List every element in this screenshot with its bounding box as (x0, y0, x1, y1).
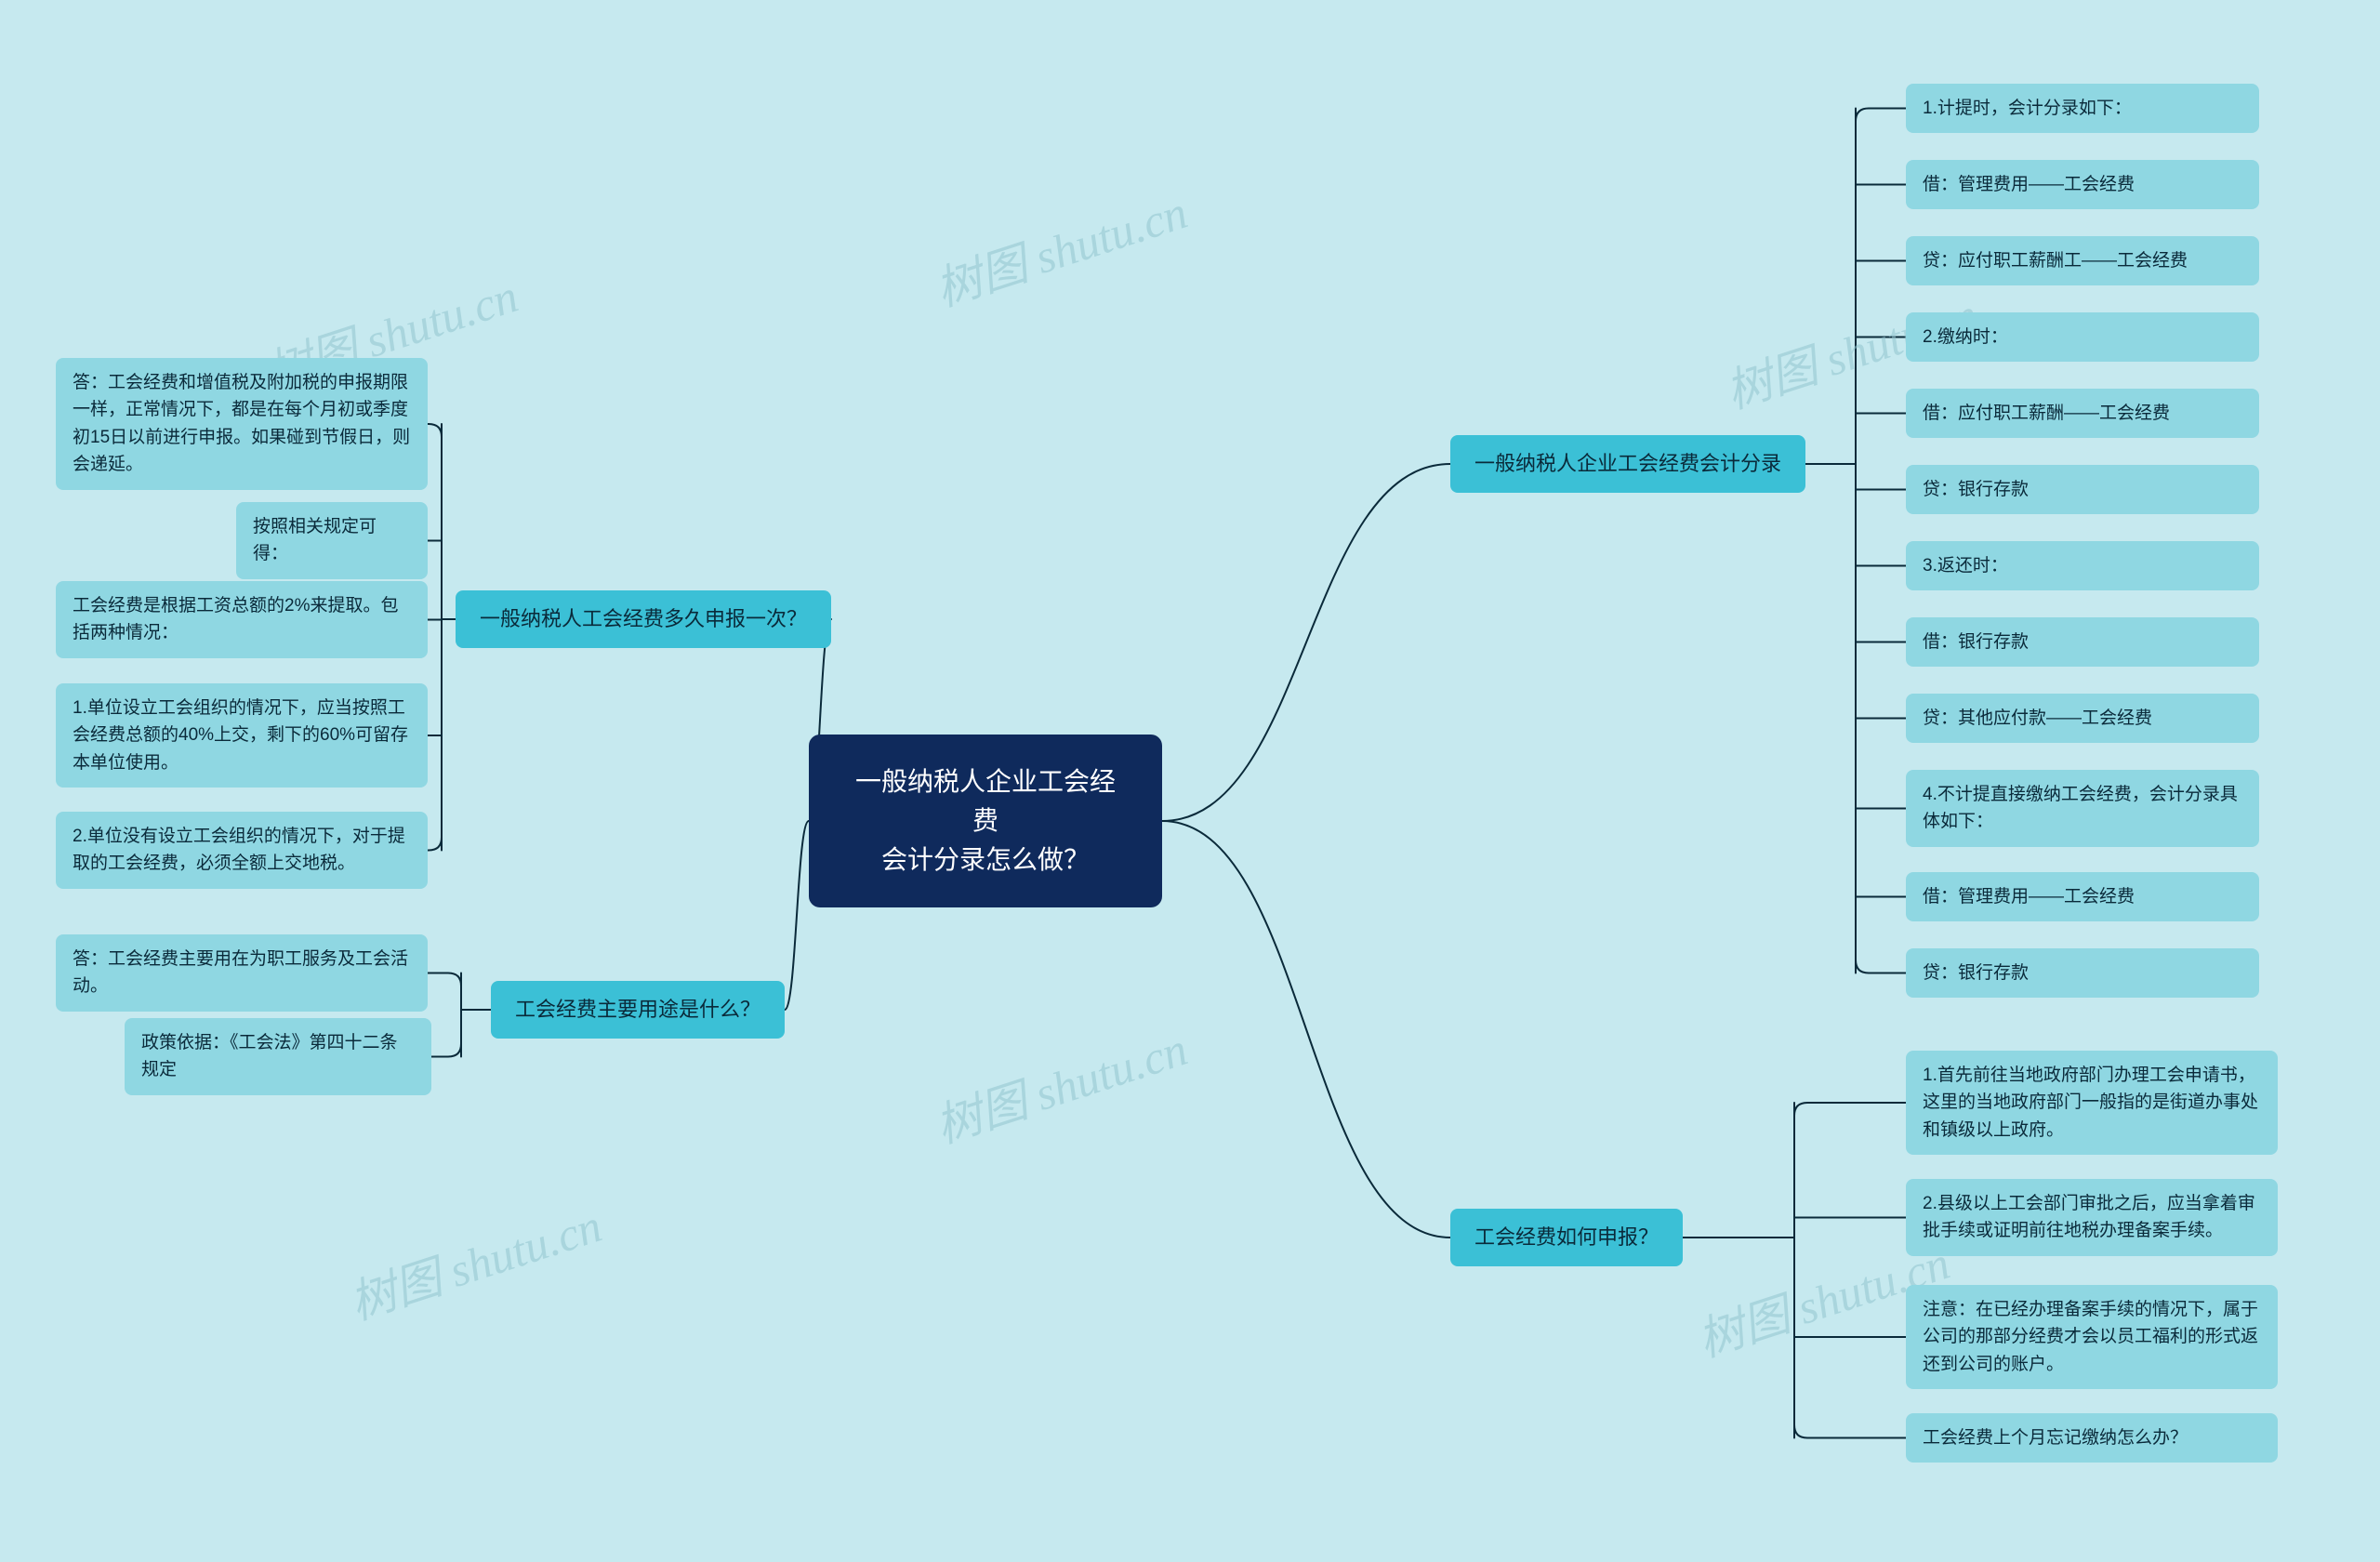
watermark: 树图 shutu.cn (926, 175, 1195, 319)
leaf-r1-5: 贷：银行存款 (1906, 465, 2259, 514)
branch-right-2: 工会经费如何申报？ (1450, 1209, 1683, 1266)
leaf-r1-7: 借：银行存款 (1906, 617, 2259, 667)
watermark: 树图 shutu.cn (340, 1188, 609, 1332)
leaf-r1-6: 3.返还时： (1906, 541, 2259, 590)
leaf-r1-1: 借：管理费用——工会经费 (1906, 160, 2259, 209)
leaf-l1-2: 工会经费是根据工资总额的2%来提取。包括两种情况： (56, 581, 428, 658)
watermark: 树图 shutu.cn (926, 1012, 1195, 1156)
leaf-l2-1: 政策依据：《工会法》第四十二条规定 (125, 1018, 431, 1095)
center-line1: 一般纳税人企业工会经费 (846, 762, 1125, 841)
leaf-r1-4: 借：应付职工薪酬——工会经费 (1906, 389, 2259, 438)
leaf-l1-1: 按照相关规定可得： (236, 502, 428, 579)
center-node: 一般纳税人企业工会经费 会计分录怎么做？ (809, 735, 1162, 907)
leaf-r2-0: 1.首先前往当地政府部门办理工会申请书，这里的当地政府部门一般指的是街道办事处和… (1906, 1051, 2278, 1155)
leaf-r1-9: 4.不计提直接缴纳工会经费，会计分录具体如下： (1906, 770, 2259, 847)
branch-right-1: 一般纳税人企业工会经费会计分录 (1450, 435, 1805, 493)
branch-left-1: 一般纳税人工会经费多久申报一次？ (456, 590, 831, 648)
leaf-r2-2: 注意：在已经办理备案手续的情况下，属于公司的那部分经费才会以员工福利的形式返还到… (1906, 1285, 2278, 1389)
leaf-r1-2: 贷：应付职工薪酬工——工会经费 (1906, 236, 2259, 285)
leaf-l1-0: 答：工会经费和增值税及附加税的申报期限一样，正常情况下，都是在每个月初或季度初1… (56, 358, 428, 490)
leaf-r2-1: 2.县级以上工会部门审批之后，应当拿着审批手续或证明前往地税办理备案手续。 (1906, 1179, 2278, 1256)
leaf-r1-10: 借：管理费用——工会经费 (1906, 872, 2259, 921)
leaf-r2-3: 工会经费上个月忘记缴纳怎么办？ (1906, 1413, 2278, 1463)
branch-left-2: 工会经费主要用途是什么？ (491, 981, 785, 1039)
center-line2: 会计分录怎么做？ (846, 841, 1125, 880)
leaf-l2-0: 答：工会经费主要用在为职工服务及工会活动。 (56, 934, 428, 1012)
leaf-l1-3: 1.单位设立工会组织的情况下，应当按照工会经费总额的40%上交，剩下的60%可留… (56, 683, 428, 788)
leaf-l1-4: 2.单位没有设立工会组织的情况下，对于提取的工会经费，必须全额上交地税。 (56, 812, 428, 889)
leaf-r1-11: 贷：银行存款 (1906, 948, 2259, 998)
leaf-r1-3: 2.缴纳时： (1906, 312, 2259, 362)
leaf-r1-0: 1.计提时，会计分录如下： (1906, 84, 2259, 133)
leaf-r1-8: 贷：其他应付款——工会经费 (1906, 694, 2259, 743)
